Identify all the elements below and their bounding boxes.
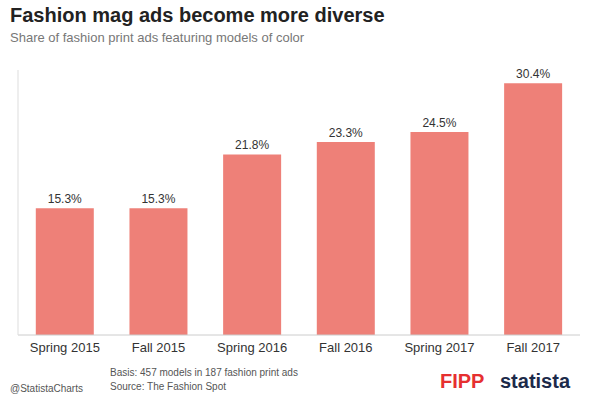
html-text:Fashion mag ads become more di: Fashion mag ads become more diverse — [10, 4, 385, 26]
svg-text:Spring 2016: Spring 2016 — [217, 340, 287, 355]
html-text:FIPP: FIPP — [440, 370, 485, 392]
svg-text:23.3%: 23.3% — [329, 126, 363, 140]
svg-text:21.8%: 21.8% — [235, 138, 269, 152]
svg-text:24.5%: 24.5% — [422, 116, 456, 130]
svg-text:Fall 2015: Fall 2015 — [132, 340, 185, 355]
html-text:@StatistaCharts: @StatistaCharts — [10, 383, 83, 394]
svg-text:Spring 2015: Spring 2015 — [30, 340, 100, 355]
svg-text:15.3%: 15.3% — [48, 192, 82, 206]
svg-text:Spring 2017: Spring 2017 — [404, 340, 474, 355]
svg-text:15.3%: 15.3% — [141, 192, 175, 206]
svg-text:30.4%: 30.4% — [516, 67, 550, 81]
svg-text:Fall 2016: Fall 2016 — [319, 340, 372, 355]
html-text:Source: The Fashion Spot: Source: The Fashion Spot — [110, 381, 226, 392]
html-text:Share of fashion print ads fea: Share of fashion print ads featuring mod… — [10, 30, 305, 45]
html-text:statista: statista — [500, 370, 570, 392]
svg-text:Fall 2017: Fall 2017 — [506, 340, 559, 355]
html-text:Basis: 457 models in 187 fashi: Basis: 457 models in 187 fashion print a… — [110, 367, 298, 378]
